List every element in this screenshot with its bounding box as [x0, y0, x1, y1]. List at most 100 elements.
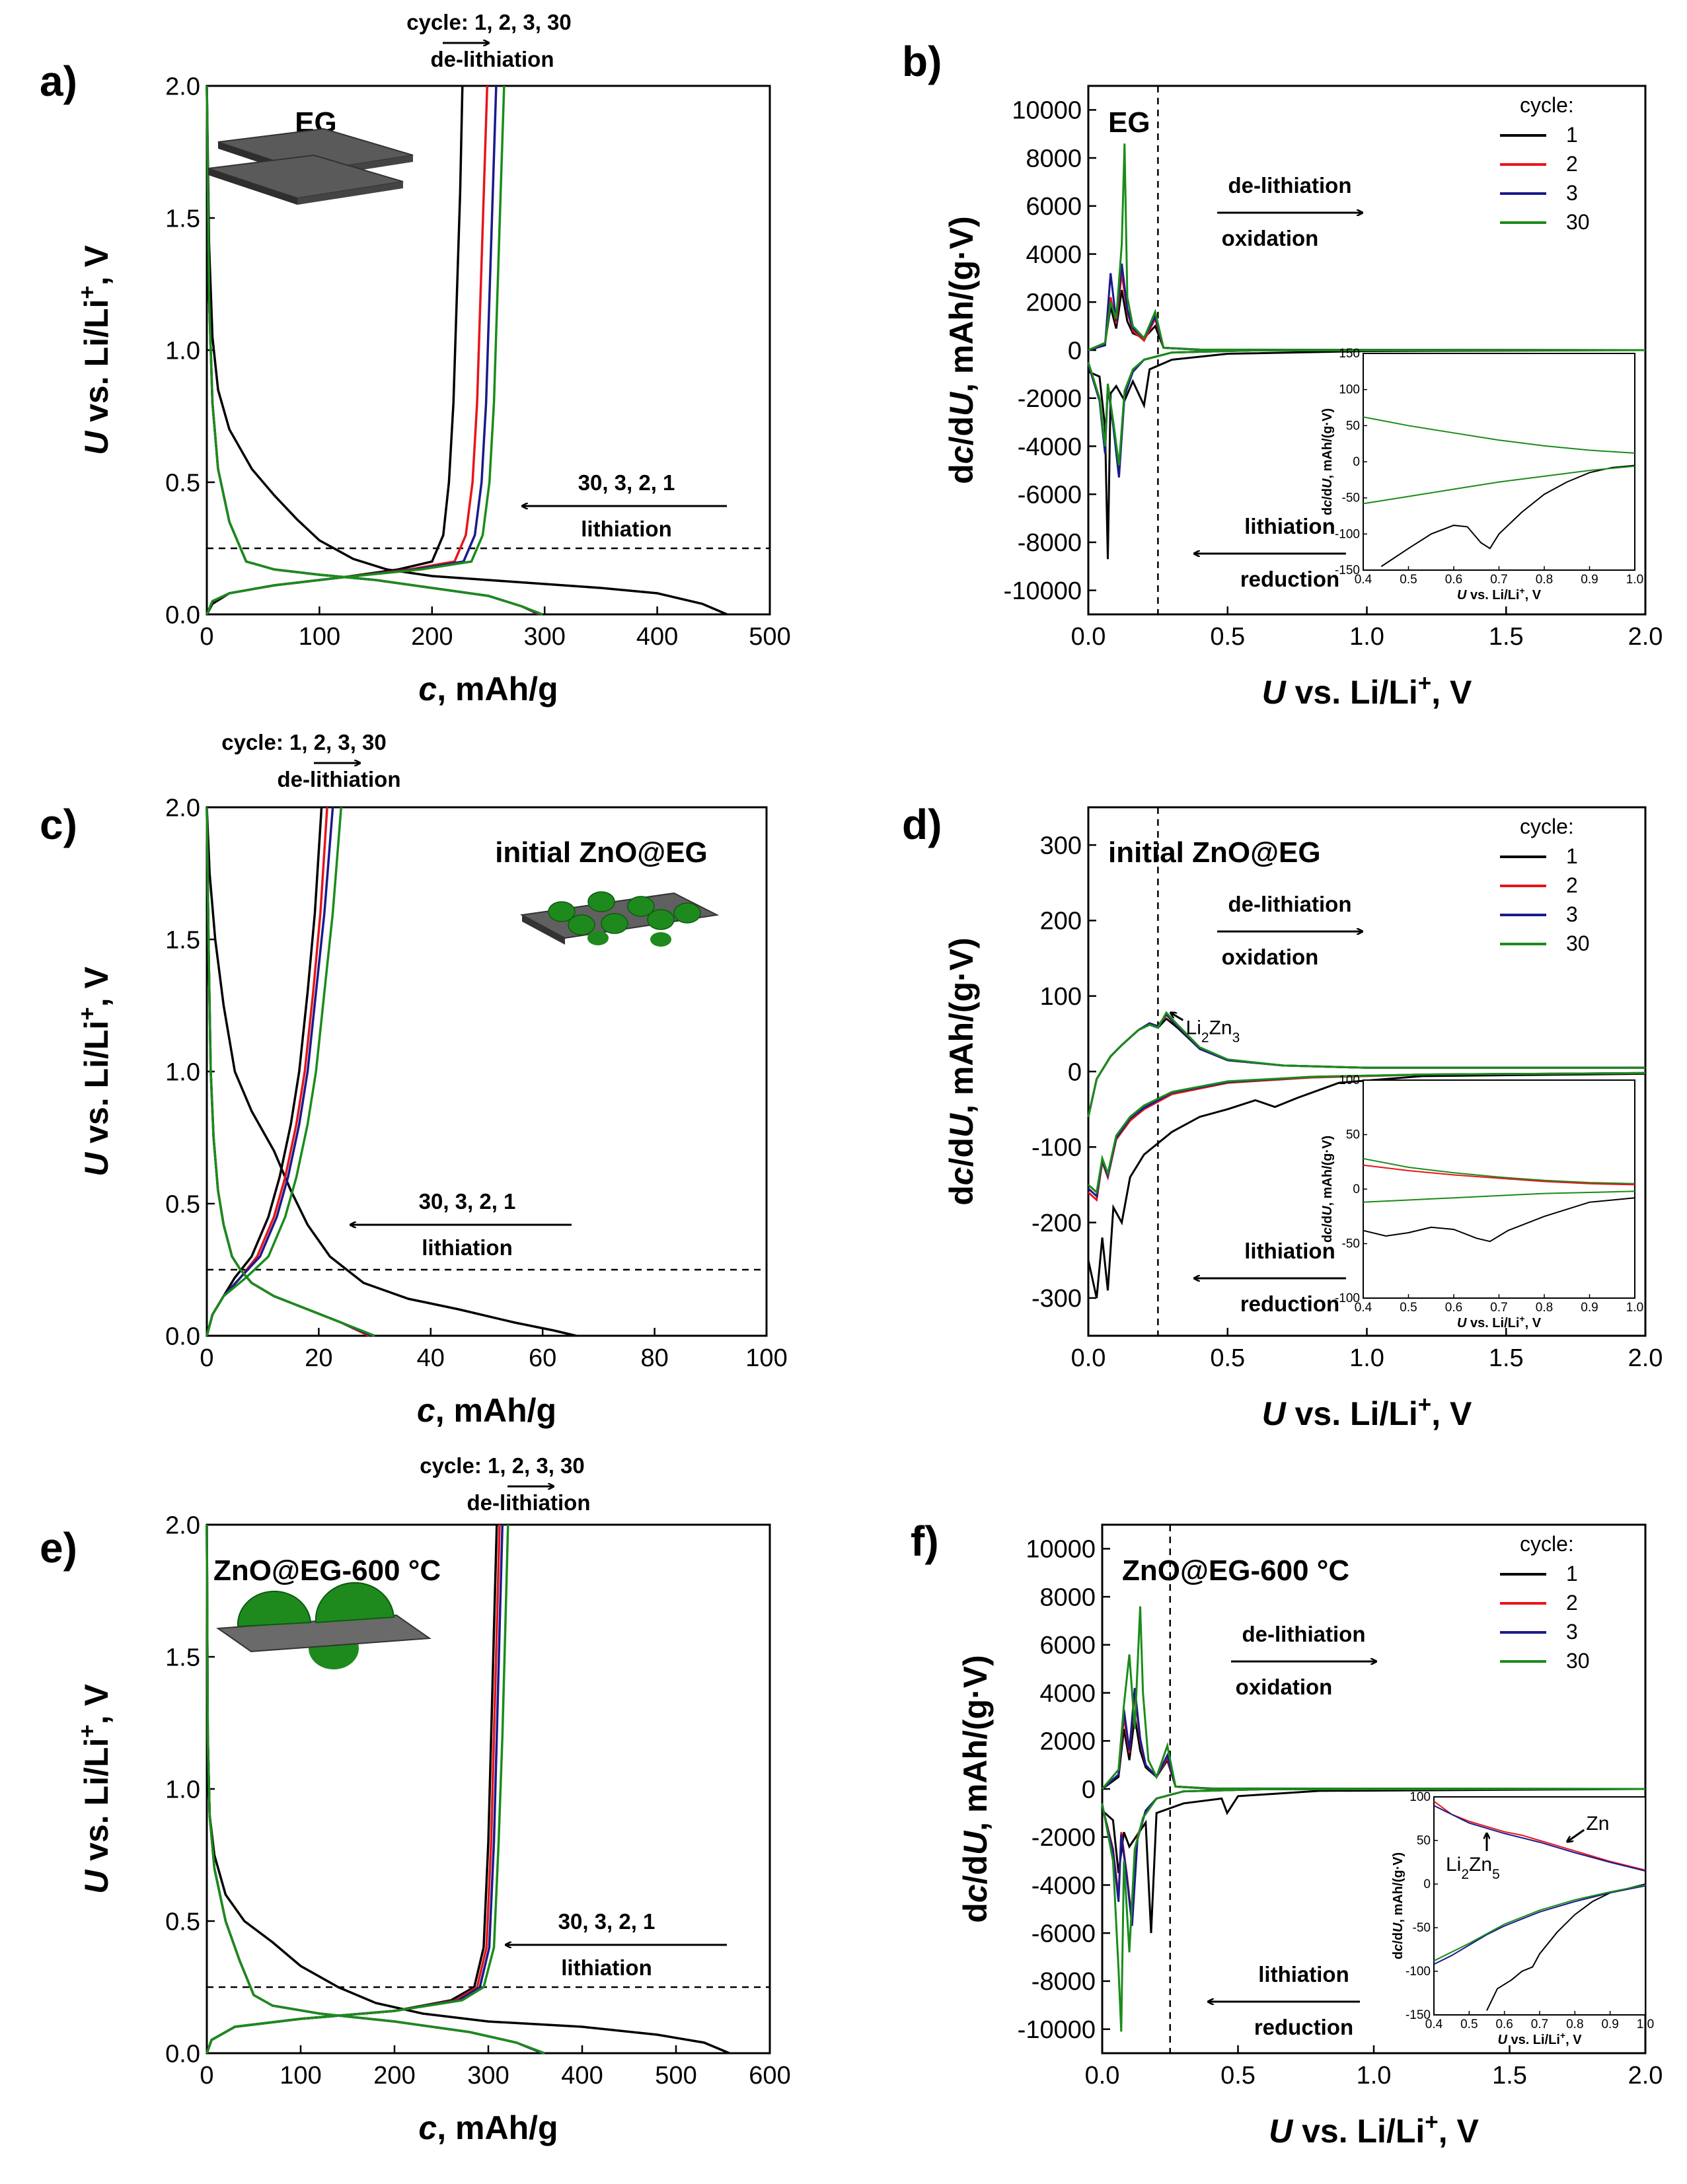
peak-arrow — [1170, 1013, 1184, 1021]
inset-curve-2 — [1433, 1884, 1646, 1962]
x-tick-label: 80 — [640, 1344, 668, 1372]
sample-name-label: initial ZnO@EG — [1108, 836, 1321, 869]
panel-d: 0.0 0.5 1.0 1.5 2.0-300-200-1000100200300d)i… — [902, 801, 1663, 1432]
y-tick-label: 8000 — [1026, 145, 1082, 172]
inset-frame — [1433, 1796, 1646, 2016]
inset-y-tick-label: 100 — [1339, 383, 1360, 397]
inset-y-tick-label: 150 — [1339, 347, 1360, 361]
inset-x-tick-label: 0.6 — [1445, 1301, 1462, 1315]
y-axis-label: U vs. Li/Li+, V — [75, 244, 116, 455]
zno-particle — [237, 1590, 312, 1628]
legend-entry-label: 2 — [1566, 152, 1578, 176]
panel-label: f) — [911, 1517, 939, 1565]
inset-x-tick-label: 0.7 — [1490, 573, 1507, 587]
inset-y-axis-label: dc/dU, mAh/(g·V) — [1320, 1136, 1335, 1243]
inset-y-tick-label: 50 — [1417, 1834, 1431, 1848]
inset-y-tick-label: -50 — [1342, 1237, 1360, 1251]
y-tick-label: -4000 — [1018, 433, 1082, 461]
reduction-process-label: lithiation — [1244, 514, 1335, 538]
inset-y-tick-label: -150 — [1335, 564, 1360, 577]
y-tick-label: -200 — [1031, 1210, 1082, 1237]
x-tick-label: 1.5 — [1489, 1344, 1524, 1372]
cycle-header-label: cycle: 1, 2, 3, 30 — [420, 1453, 585, 1478]
delithiation-label: de-lithiation — [431, 47, 554, 71]
series-30-reduction-curve — [1101, 1788, 1646, 2032]
legend-entry-label: 2 — [1566, 1591, 1578, 1615]
inset-curve-2 — [1363, 416, 1635, 454]
series-30-reduction-curve — [1087, 1072, 1646, 1194]
y-tick-label: 1.0 — [165, 1058, 200, 1086]
sample-name-label: ZnO@EG-600 °C — [1122, 1554, 1349, 1587]
x-tick-label: 0.5 — [1210, 1344, 1245, 1372]
y-tick-label: 200 — [1040, 908, 1082, 935]
zno-particle — [647, 909, 675, 930]
y-axis-label: dc/dU, mAh/(g·V) — [943, 216, 980, 484]
legend-entry-label: 30 — [1566, 931, 1590, 955]
inset-x-axis-label: U vs. Li/Li+, V — [1457, 1313, 1542, 1330]
zno-particle — [315, 1582, 395, 1624]
series-3-oxidation-curve — [1088, 263, 1646, 351]
series-30-lithiation-curve — [206, 807, 375, 1337]
lithiation-label: lithiation — [422, 1235, 512, 1260]
zno-particle — [601, 913, 628, 934]
zno-600-illustration — [216, 1582, 431, 1669]
inset-x-axis-label: U vs. Li/Li+, V — [1457, 585, 1542, 602]
panel-b: 0.0 0.5 1.0 1.5 2.0-10000-8000-6000-4000-200… — [902, 38, 1663, 711]
panel-label: c) — [40, 801, 77, 848]
legend-entry-label: 30 — [1566, 1649, 1590, 1673]
oxidation-label: oxidation — [1222, 226, 1319, 250]
lithiation-cycle-order-label: 30, 3, 2, 1 — [419, 1189, 516, 1214]
x-tick-label: 200 — [373, 2062, 415, 2090]
y-tick-label: -6000 — [1031, 1920, 1096, 1947]
inset-curve-1 — [1433, 1885, 1646, 1965]
lithiation-cycle-order-label: 30, 3, 2, 1 — [578, 470, 675, 495]
y-tick-label: -8000 — [1031, 1968, 1096, 1996]
series-30-lithiation-curve — [206, 1524, 545, 2055]
inset-x-tick-label: 0.6 — [1495, 2018, 1513, 2031]
zno-particle — [548, 901, 576, 922]
zno-nanoparticles-illustration — [519, 891, 720, 947]
series-30-delithiation-curve — [206, 1524, 509, 2054]
y-tick-label: 0 — [1082, 1776, 1096, 1803]
oxidation-process-label: de-lithiation — [1228, 892, 1352, 916]
x-tick-label: 400 — [636, 623, 678, 651]
x-tick-label: 0.5 — [1220, 2062, 1256, 2090]
y-tick-label: 0 — [1068, 337, 1082, 365]
x-tick-label: 100 — [745, 1344, 787, 1372]
inset-x-tick-label: 0.8 — [1566, 2018, 1583, 2031]
legend-title: cycle: — [1520, 815, 1574, 838]
y-tick-label: -2000 — [1018, 385, 1082, 413]
x-tick-label: 1.5 — [1492, 2062, 1527, 2090]
series-1-lithiation-curve — [206, 807, 577, 1337]
y-tick-label: 0.5 — [165, 469, 200, 497]
y-tick-label: 300 — [1040, 832, 1082, 859]
legend-entry-label: 1 — [1566, 1562, 1578, 1585]
graphite-sheet-edge — [522, 915, 565, 945]
inset-x-tick-label: 0.7 — [1490, 1301, 1507, 1315]
x-tick-label: 1.0 — [1349, 623, 1384, 651]
graphite-sheet-edge — [297, 182, 403, 205]
cycle-header-label: cycle: 1, 2, 3, 30 — [406, 10, 572, 34]
x-tick-label: 200 — [411, 623, 453, 651]
x-tick-label: 0.0 — [1071, 623, 1106, 651]
x-tick-label: 600 — [749, 2062, 790, 2090]
x-axis-label: c, mAh/g — [418, 2109, 558, 2146]
y-tick-label: -10000 — [1018, 2016, 1096, 2044]
series-1-lithiation-curve — [206, 85, 728, 616]
panel-label: b) — [902, 38, 942, 85]
x-tick-label: 100 — [299, 623, 340, 651]
y-tick-label: 2.0 — [165, 73, 200, 100]
y-tick-label: 10000 — [1012, 97, 1082, 125]
x-tick-label: 1.0 — [1349, 1344, 1384, 1372]
inset-y-tick-label: -100 — [1406, 1965, 1431, 1979]
inset-x-tick-label: 0.9 — [1601, 2018, 1618, 2031]
inset-x-tick-label: 0.8 — [1536, 573, 1553, 587]
inset-curve-1 — [1363, 465, 1635, 505]
x-tick-label: 60 — [529, 1344, 556, 1372]
inset-chart: 0.4 0.5 0.6 0.7 0.8 0.9 1.0 -150 -100 -50 0 50 100 U … — [1391, 1790, 1654, 2047]
x-tick-label: 2.0 — [1628, 623, 1663, 651]
x-tick-label: 0.5 — [1210, 623, 1245, 651]
inset-y-tick-label: 50 — [1346, 1128, 1360, 1142]
y-tick-label: -4000 — [1031, 1872, 1096, 1900]
